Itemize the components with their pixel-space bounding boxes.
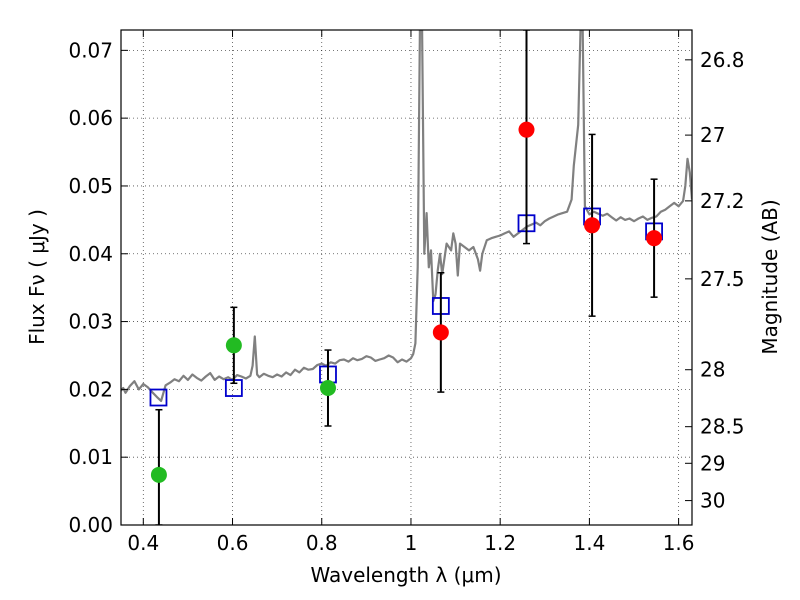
y-tick-label: 0.07 — [68, 38, 113, 62]
photometry-point — [518, 121, 535, 138]
data-layer — [121, 30, 692, 525]
photometry-point — [584, 217, 601, 234]
x-tick-label: 1.2 — [484, 531, 516, 555]
right-tick-label: 27.2 — [700, 189, 745, 213]
photometry-point — [432, 324, 449, 341]
y-tick-label: 0.04 — [68, 242, 113, 266]
axis-ticks: 0.4 0.6 0.8 1 1.2 1.4 1.6 0.00 0.01 0.02 0.03 0.04 0… — [68, 30, 745, 555]
x-tick-label: 1 — [405, 531, 418, 555]
photometry-point — [646, 230, 663, 247]
right-tick-label: 30 — [700, 489, 725, 513]
photometry-point — [150, 466, 167, 483]
right-tick-label: 29 — [700, 451, 725, 475]
photometry-point — [319, 380, 336, 397]
right-tick-label: 26.8 — [700, 48, 745, 72]
x-tick-label: 0.4 — [127, 531, 159, 555]
photometry-point — [225, 337, 242, 354]
right-tick-label: 28.5 — [700, 415, 745, 439]
y-tick-label: 0.05 — [68, 174, 113, 198]
x-tick-label: 0.6 — [217, 531, 249, 555]
y-axis-label: Flux Fν ( μJy ) — [25, 209, 49, 345]
right-tick-label: 27.5 — [700, 267, 745, 291]
y-tick-label: 0.06 — [68, 106, 113, 130]
x-tick-label: 0.8 — [306, 531, 338, 555]
x-axis-label: Wavelength λ (μm) — [310, 563, 501, 587]
right-tick-label: 27 — [700, 123, 725, 147]
grid-lines — [121, 30, 692, 526]
y-tick-label: 0.02 — [68, 377, 113, 401]
plot-frame — [120, 29, 693, 526]
y-tick-label: 0.01 — [68, 445, 113, 469]
right-axis-label: Magnitude (AB) — [758, 199, 782, 354]
y-tick-label: 0.03 — [68, 310, 113, 334]
model-square-marker — [149, 388, 168, 407]
x-tick-label: 1.4 — [573, 531, 605, 555]
y-tick-label: 0.00 — [68, 513, 113, 537]
x-tick-label: 1.6 — [663, 531, 695, 555]
right-tick-label: 28 — [700, 358, 725, 382]
spectrum-line — [121, 30, 692, 402]
